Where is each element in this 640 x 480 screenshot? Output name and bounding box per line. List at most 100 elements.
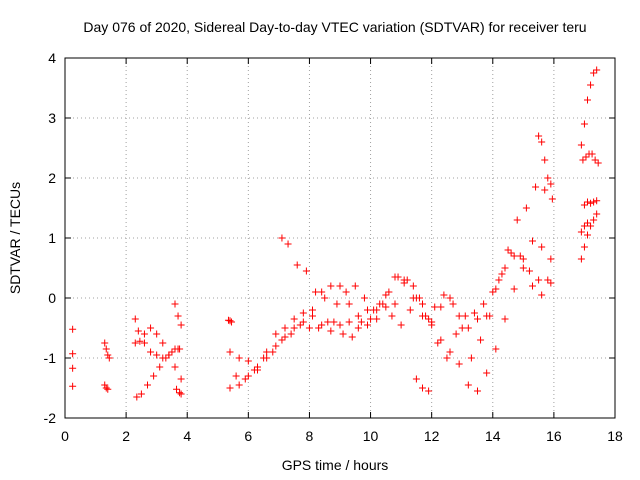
data-point — [309, 312, 316, 320]
data-point — [290, 324, 298, 332]
data-point — [467, 354, 475, 362]
data-point — [299, 309, 307, 317]
data-point — [584, 231, 591, 239]
data-point — [412, 375, 420, 383]
data-point — [224, 316, 232, 324]
data-point — [538, 291, 546, 299]
x-axis-label: GPS time / hours — [282, 457, 389, 473]
series-seg-c — [101, 381, 112, 393]
series-seg-o — [535, 132, 555, 188]
data-point — [318, 321, 326, 329]
data-point — [367, 315, 375, 323]
data-point — [102, 345, 110, 353]
data-point — [165, 351, 173, 359]
data-point — [513, 216, 521, 224]
data-point — [547, 255, 555, 263]
data-point — [69, 364, 77, 372]
data-point — [364, 321, 371, 329]
data-point — [102, 384, 110, 392]
data-point — [69, 350, 77, 358]
data-point — [464, 381, 472, 389]
data-point — [156, 363, 164, 371]
data-point — [580, 222, 588, 230]
series-seg-t — [577, 219, 591, 236]
data-point — [174, 345, 182, 353]
series-seg-b — [101, 339, 113, 362]
data-point — [153, 330, 161, 338]
data-point — [538, 138, 546, 146]
data-point — [446, 348, 454, 356]
data-point — [228, 318, 236, 326]
data-point — [330, 318, 338, 326]
data-point — [582, 153, 590, 161]
data-point — [544, 276, 552, 284]
data-point — [394, 273, 402, 281]
data-point — [379, 300, 387, 308]
data-point — [159, 339, 167, 347]
data-point — [324, 318, 332, 326]
data-point — [327, 327, 335, 335]
data-point — [535, 132, 543, 140]
data-point — [535, 276, 543, 284]
data-point — [440, 291, 448, 299]
series-seg-m — [232, 249, 552, 383]
data-point — [422, 312, 430, 320]
data-point — [406, 306, 414, 314]
data-point — [153, 351, 161, 359]
data-point — [480, 300, 488, 308]
data-point — [593, 197, 601, 205]
data-point — [477, 336, 485, 344]
data-point — [443, 354, 451, 362]
data-point — [594, 159, 602, 167]
data-point — [588, 150, 596, 158]
data-point — [580, 243, 588, 251]
series-seg-k — [226, 252, 555, 374]
data-point — [147, 324, 155, 332]
data-point — [504, 246, 512, 254]
data-point — [449, 300, 457, 308]
data-point — [364, 306, 371, 314]
data-point — [321, 294, 329, 302]
data-point — [409, 282, 417, 290]
data-point — [133, 393, 141, 401]
data-point — [284, 240, 292, 248]
data-point — [140, 339, 148, 347]
data-point — [580, 120, 588, 128]
data-point — [593, 66, 601, 74]
data-point — [171, 300, 179, 308]
data-point — [415, 294, 423, 302]
data-point — [516, 252, 524, 260]
data-point — [312, 288, 320, 296]
data-point — [474, 387, 481, 395]
x-tick-label: 2 — [122, 428, 130, 444]
data-point — [474, 315, 481, 323]
data-point — [382, 291, 390, 299]
data-point — [336, 282, 344, 290]
data-point — [510, 252, 518, 260]
data-point — [327, 282, 335, 290]
series-seg-j — [226, 237, 555, 395]
data-point — [287, 330, 295, 338]
y-tick-label: -1 — [44, 350, 57, 366]
data-point — [577, 255, 585, 263]
data-point — [177, 321, 185, 329]
series-seg-g — [171, 300, 185, 329]
data-point — [140, 330, 148, 338]
data-point — [397, 321, 405, 329]
data-point — [177, 375, 185, 383]
data-point — [486, 312, 494, 320]
data-point — [101, 381, 109, 389]
data-point — [538, 243, 546, 251]
data-point — [318, 288, 326, 296]
y-tick-label: 2 — [48, 170, 56, 186]
data-point — [419, 300, 426, 308]
series-seg-q — [579, 150, 602, 167]
data-point — [354, 312, 362, 320]
data-point — [577, 141, 585, 149]
data-point — [529, 237, 536, 245]
data-point — [373, 315, 381, 323]
data-point — [250, 366, 258, 374]
data-point — [547, 180, 555, 188]
y-tick-label: 3 — [48, 110, 56, 126]
